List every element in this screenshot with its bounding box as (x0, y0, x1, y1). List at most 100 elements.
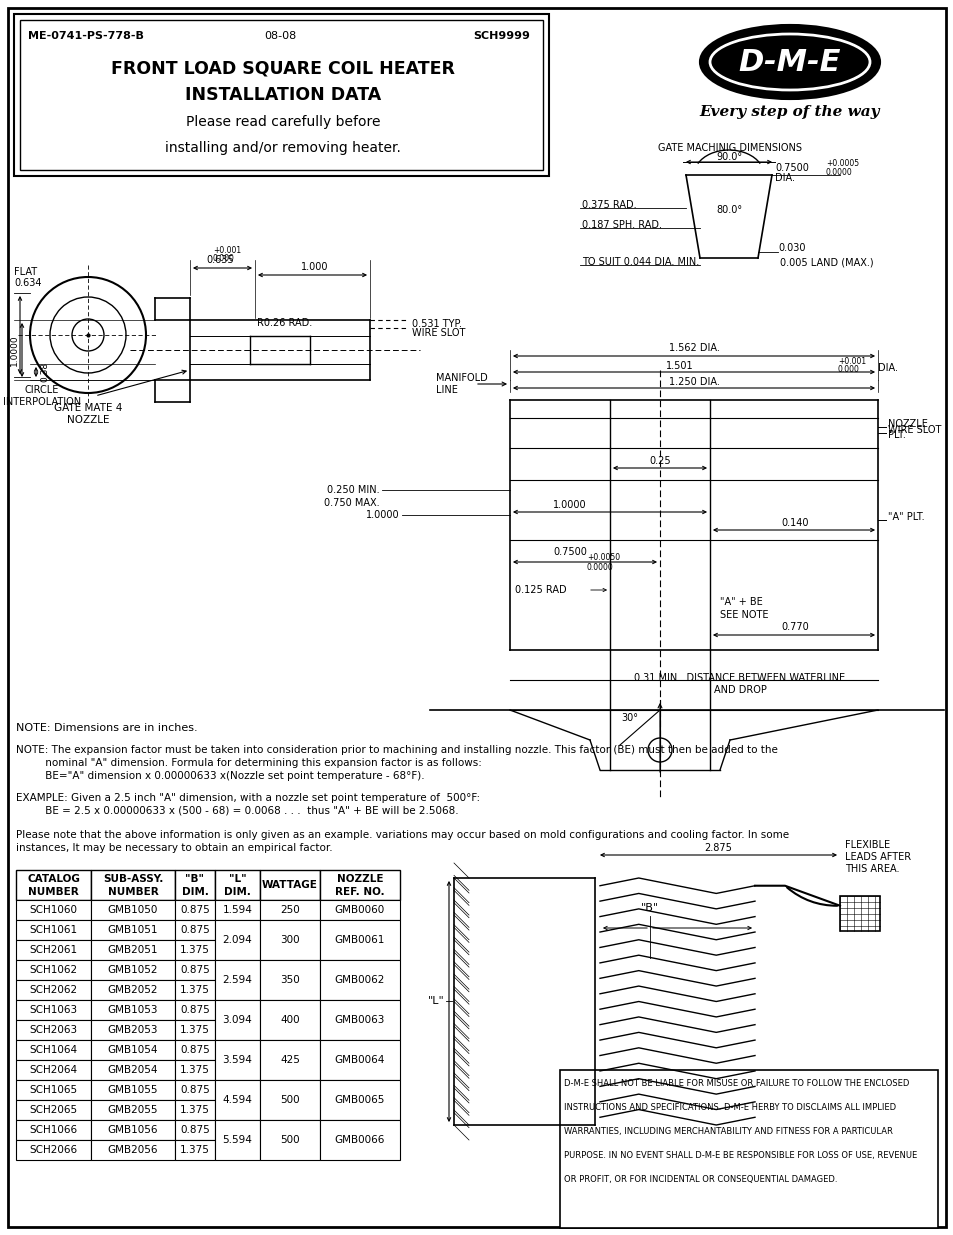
Bar (20, 20, 542, 170)
Text: "L": "L" (428, 997, 444, 1007)
Text: "B": "B" (185, 874, 204, 884)
Text: 0.31 MIN.  DISTANCE BETWEEN WATERLINE: 0.31 MIN. DISTANCE BETWEEN WATERLINE (634, 673, 844, 683)
Bar (91, 1140, 174, 1160)
Bar (16, 900, 91, 920)
Text: 1.375: 1.375 (180, 1145, 210, 1155)
Text: LEADS AFTER: LEADS AFTER (844, 852, 910, 862)
Text: SCH1066: SCH1066 (30, 1125, 77, 1135)
Bar (260, 1120, 319, 1160)
Bar (214, 1120, 260, 1160)
Text: FRONT LOAD SQUARE COIL HEATER: FRONT LOAD SQUARE COIL HEATER (111, 59, 455, 77)
Bar (91, 1120, 174, 1140)
Text: Please note that the above information is only given as an example. variations m: Please note that the above information i… (16, 830, 788, 840)
Text: BE = 2.5 x 0.00000633 x (500 - 68) = 0.0068 . . .  thus "A" + BE will be 2.5068.: BE = 2.5 x 0.00000633 x (500 - 68) = 0.0… (16, 806, 458, 816)
Text: 1.501: 1.501 (665, 361, 693, 370)
Bar (174, 1040, 214, 1060)
Text: GMB1055: GMB1055 (108, 1086, 158, 1095)
Text: NUMBER: NUMBER (28, 887, 79, 897)
Text: NOZZLE: NOZZLE (67, 415, 110, 425)
Text: 0.38: 0.38 (40, 362, 49, 382)
Text: INTERPOLATION: INTERPOLATION (3, 396, 81, 408)
Text: SCH2063: SCH2063 (30, 1025, 77, 1035)
Bar (214, 1079, 260, 1120)
Bar (319, 1120, 399, 1160)
Text: GMB0060: GMB0060 (335, 905, 385, 915)
Text: LINE: LINE (436, 385, 457, 395)
Text: 0.375 RAD.: 0.375 RAD. (581, 200, 636, 210)
Bar (319, 869, 399, 900)
Text: FLEXIBLE: FLEXIBLE (844, 840, 889, 850)
Text: 0.875: 0.875 (180, 905, 210, 915)
Text: 0.000: 0.000 (837, 366, 859, 374)
Text: 3.094: 3.094 (222, 1015, 253, 1025)
Text: BE="A" dimension x 0.00000633 x(Nozzle set point temperature - 68°F).: BE="A" dimension x 0.00000633 x(Nozzle s… (16, 771, 424, 781)
Text: 0.635: 0.635 (206, 254, 233, 266)
Bar (91, 1060, 174, 1079)
Text: DIM.: DIM. (224, 887, 251, 897)
Text: 2.594: 2.594 (222, 974, 253, 986)
Ellipse shape (700, 26, 878, 98)
Text: 1.375: 1.375 (180, 1105, 210, 1115)
Text: 3.594: 3.594 (222, 1055, 253, 1065)
Text: +0.001: +0.001 (213, 246, 241, 254)
Text: GMB1054: GMB1054 (108, 1045, 158, 1055)
Text: D-M-E: D-M-E (738, 47, 841, 77)
Text: 2.875: 2.875 (703, 844, 731, 853)
Text: 1.250 DIA.: 1.250 DIA. (668, 377, 719, 387)
Text: GMB0062: GMB0062 (335, 974, 385, 986)
Text: 0.875: 0.875 (180, 1005, 210, 1015)
Text: 80.0°: 80.0° (715, 205, 741, 215)
Text: nominal "A" dimension. Formula for determining this expansion factor is as follo: nominal "A" dimension. Formula for deter… (16, 758, 481, 768)
Text: Every step of the way: Every step of the way (699, 105, 880, 119)
Text: 250: 250 (280, 905, 299, 915)
Text: 1.594: 1.594 (222, 905, 253, 915)
Text: DIA.: DIA. (877, 363, 897, 373)
Text: GMB2054: GMB2054 (108, 1065, 158, 1074)
Bar (214, 920, 260, 960)
Text: 350: 350 (280, 974, 299, 986)
Text: NUMBER: NUMBER (108, 887, 158, 897)
Text: TO SUIT 0.044 DIA. MIN.: TO SUIT 0.044 DIA. MIN. (581, 257, 699, 267)
Text: GMB2053: GMB2053 (108, 1025, 158, 1035)
Text: SEE NOTE: SEE NOTE (720, 610, 768, 620)
Bar (174, 1020, 214, 1040)
Bar (319, 1040, 399, 1079)
Text: 0.875: 0.875 (180, 1125, 210, 1135)
Bar (559, 1070, 937, 1228)
Bar (319, 1079, 399, 1120)
Bar (260, 1040, 319, 1079)
Text: GMB2052: GMB2052 (108, 986, 158, 995)
Bar (174, 1000, 214, 1020)
Text: SCH1062: SCH1062 (30, 965, 77, 974)
Text: SCH1065: SCH1065 (30, 1086, 77, 1095)
Text: 1.375: 1.375 (180, 945, 210, 955)
Text: 0.875: 0.875 (180, 965, 210, 974)
Bar (214, 1040, 260, 1079)
Text: 300: 300 (280, 935, 299, 945)
Bar (174, 1140, 214, 1160)
Text: GMB1053: GMB1053 (108, 1005, 158, 1015)
Bar (16, 869, 91, 900)
Text: 1.562 DIA.: 1.562 DIA. (668, 343, 719, 353)
Bar (260, 900, 319, 920)
Text: 0.7500: 0.7500 (774, 163, 808, 173)
Text: SCH2062: SCH2062 (30, 986, 77, 995)
Text: 0.634: 0.634 (14, 278, 42, 288)
Text: SCH2064: SCH2064 (30, 1065, 77, 1074)
Text: 500: 500 (280, 1095, 299, 1105)
Text: 1.375: 1.375 (180, 1025, 210, 1035)
Bar (174, 869, 214, 900)
Bar (91, 940, 174, 960)
Text: INSTRUCTIONS AND SPECIFICATIONS. D-M-E HERBY TO DISCLAIMS ALL IMPLIED: INSTRUCTIONS AND SPECIFICATIONS. D-M-E H… (563, 1104, 895, 1113)
Text: 0.187 SPH. RAD.: 0.187 SPH. RAD. (581, 220, 661, 230)
Text: 0.875: 0.875 (180, 1086, 210, 1095)
Text: +0.001: +0.001 (837, 357, 865, 367)
Text: 0.000: 0.000 (213, 253, 234, 263)
Bar (16, 1060, 91, 1079)
Bar (174, 940, 214, 960)
Text: GMB0066: GMB0066 (335, 1135, 385, 1145)
Bar (260, 869, 319, 900)
Text: SCH9999: SCH9999 (473, 31, 530, 41)
Text: WIRE SLOT: WIRE SLOT (887, 425, 941, 435)
Text: DIM.: DIM. (181, 887, 208, 897)
